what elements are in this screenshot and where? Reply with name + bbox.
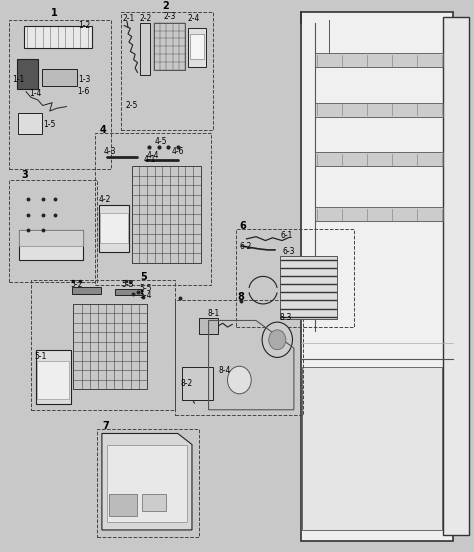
Text: 2-4: 2-4 [187,14,200,23]
Text: 2-5: 2-5 [126,101,138,110]
Bar [73,304,147,389]
Text: 2-3: 2-3 [164,12,176,20]
Bar [97,429,199,537]
Bar [19,230,83,246]
Bar [72,288,101,294]
Polygon shape [102,433,192,530]
Bar [443,17,469,535]
Bar [199,318,218,335]
Text: 2-2: 2-2 [140,14,152,23]
Bar [132,166,201,263]
Bar [315,152,443,166]
Text: 6-1: 6-1 [281,231,293,240]
Bar [121,12,213,130]
Text: 4-2: 4-2 [99,195,111,204]
Text: 1-5: 1-5 [44,120,56,129]
Bar [17,59,38,89]
Text: 5-1: 5-1 [34,352,46,361]
Text: 5-5: 5-5 [140,284,152,293]
Bar [315,103,443,116]
Circle shape [262,322,292,357]
Bar [19,230,83,260]
Text: 4: 4 [100,125,106,135]
Bar [188,28,206,67]
Text: 2-1: 2-1 [122,14,135,23]
Bar [236,229,354,327]
Text: 3: 3 [21,171,28,181]
Bar [109,494,137,516]
Text: 8-1: 8-1 [208,309,220,318]
Circle shape [228,366,251,394]
Bar [140,23,150,75]
Text: 6-2: 6-2 [240,242,252,251]
Text: 5-4: 5-4 [140,291,152,300]
Text: 1-4: 1-4 [29,89,42,98]
Bar [9,180,97,282]
Bar [37,361,69,399]
Text: 4-6: 4-6 [172,147,184,156]
Circle shape [269,330,286,349]
Bar [175,300,303,415]
Text: 8-3: 8-3 [280,313,292,322]
Bar [154,23,185,70]
Bar [42,68,77,86]
Bar [182,367,213,400]
Bar [301,12,453,541]
Text: 1-3: 1-3 [78,75,91,83]
Text: 1: 1 [51,8,58,18]
Text: 2: 2 [163,1,169,11]
Bar [142,494,166,511]
Bar [100,213,128,243]
Bar [18,113,42,134]
Bar [315,208,443,221]
Bar [95,133,211,285]
Text: 5-2: 5-2 [70,280,82,289]
Bar [31,280,175,410]
Text: 6-3: 6-3 [282,247,294,256]
Bar [190,34,204,59]
Text: 1-6: 1-6 [77,87,89,95]
Bar [36,350,71,404]
Text: 4-5: 4-5 [155,137,167,146]
Text: 1-1: 1-1 [12,75,24,83]
Bar [24,25,92,47]
Text: 5-3: 5-3 [121,280,134,289]
Bar [99,205,129,252]
Bar [115,289,142,295]
Text: 4-1: 4-1 [143,155,155,164]
Bar [9,20,111,169]
Text: 5: 5 [140,273,146,283]
Text: 8-2: 8-2 [180,379,192,389]
Text: 4-3: 4-3 [103,147,116,156]
Text: 8: 8 [237,293,244,302]
Text: 6: 6 [239,221,246,231]
Text: 1-2: 1-2 [78,20,91,29]
Text: 4-4: 4-4 [147,151,159,160]
Bar [280,256,337,320]
Bar [302,367,442,530]
Text: 8-4: 8-4 [219,365,231,375]
Bar [315,53,443,67]
Bar [107,444,187,522]
Text: 7: 7 [102,421,109,431]
